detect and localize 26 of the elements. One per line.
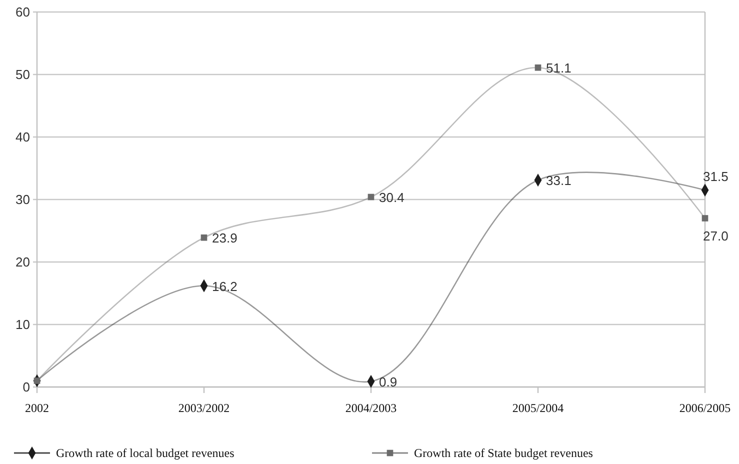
data-label: 30.4 bbox=[379, 190, 404, 205]
y-tick-label: 50 bbox=[16, 67, 30, 82]
point bbox=[200, 234, 208, 241]
x-tick-label: 2003/2002 bbox=[178, 401, 230, 415]
y-tick-label: 30 bbox=[16, 192, 30, 208]
y-tick-label: 0 bbox=[22, 380, 30, 395]
point bbox=[702, 215, 708, 222]
x-tick-label: 2006/2005 bbox=[679, 401, 731, 415]
data-label: 23.9 bbox=[212, 230, 238, 246]
x-tick-label: 2004/2003 bbox=[345, 401, 397, 415]
data-label: 51.1 bbox=[546, 60, 572, 76]
data-label: 33.1 bbox=[546, 173, 572, 188]
data-label: 27.0 bbox=[703, 228, 728, 244]
y-tick-label: 40 bbox=[16, 130, 30, 145]
data-label: 0.9 bbox=[379, 374, 398, 390]
point bbox=[368, 194, 374, 200]
x-tick-label: 2002 bbox=[25, 401, 49, 415]
point bbox=[534, 64, 542, 71]
data-label: 16.2 bbox=[212, 278, 238, 294]
y-tick-label: 10 bbox=[16, 317, 30, 332]
legend-label: Growth rate of local budget revenues bbox=[56, 446, 235, 460]
y-tick-label: 20 bbox=[16, 254, 30, 270]
y-tick-label: 60 bbox=[16, 4, 30, 20]
x-tick-label: 2005/2004 bbox=[512, 401, 564, 415]
data-label: 31.5 bbox=[703, 169, 728, 184]
legend-label: Growth rate of State budget revenues bbox=[414, 446, 594, 460]
